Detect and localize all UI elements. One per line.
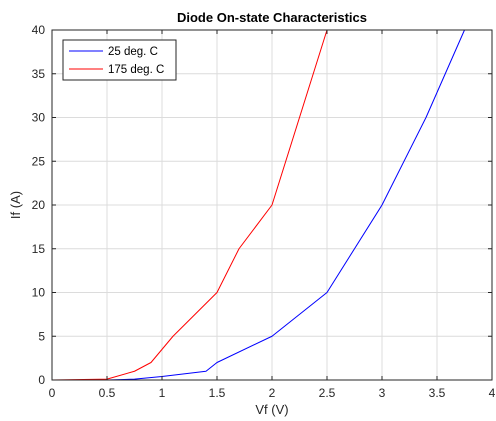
legend-label-2: 175 deg. C <box>108 64 164 76</box>
y-tick-label: 20 <box>32 198 46 212</box>
y-tick-label: 30 <box>32 111 46 125</box>
y-tick-label: 15 <box>32 242 46 256</box>
legend: 25 deg. C 175 deg. C <box>62 39 177 81</box>
x-tick-label: 1.5 <box>209 386 226 400</box>
axis-labels: Diode On-state Characteristics Vf (V) If… <box>8 10 367 417</box>
legend-box <box>62 39 177 81</box>
legend-label-1: 25 deg. C <box>108 46 158 58</box>
x-tick-label: 3.5 <box>429 386 446 400</box>
x-tick-label: 3 <box>379 386 386 400</box>
chart-title: Diode On-state Characteristics <box>177 10 367 25</box>
x-tick-label: 0 <box>49 386 56 400</box>
y-tick-label: 10 <box>32 286 46 300</box>
y-axis-label: If (A) <box>8 191 23 219</box>
series-layer <box>51 29 465 381</box>
y-tick-label: 5 <box>38 329 45 343</box>
x-tick-label: 2.5 <box>319 386 336 400</box>
x-tick-label: 2 <box>269 386 276 400</box>
y-tick-label: 40 <box>32 23 46 37</box>
y-tick-label: 25 <box>32 154 46 168</box>
series-line-2 <box>51 29 328 381</box>
y-tick-label: 0 <box>38 373 45 387</box>
x-tick-label: 0.5 <box>99 386 116 400</box>
series-line-1 <box>52 29 465 381</box>
x-axis-label: Vf (V) <box>255 402 288 417</box>
x-tick-label: 1 <box>159 386 166 400</box>
x-tick-label: 4 <box>489 386 496 400</box>
y-tick-label: 35 <box>32 67 46 81</box>
